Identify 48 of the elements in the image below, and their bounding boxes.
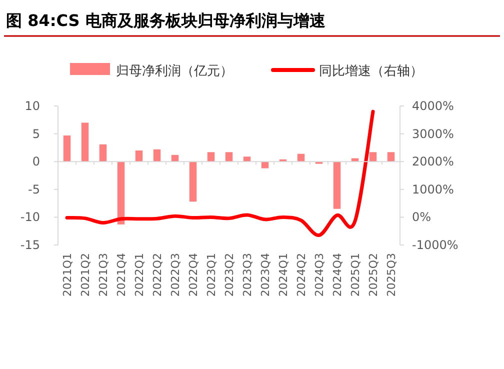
legend-label: 归母净利润（亿元） [116,64,233,79]
x-tick-label: 2023Q3 [241,253,254,297]
y2-tick-label: 0% [412,210,432,224]
x-tick-label: 2022Q3 [169,253,182,297]
x-tick-label: 2025Q3 [385,253,398,297]
x-tick-label: 2025Q1 [349,253,362,297]
x-tick-label: 2024Q1 [277,253,290,297]
y-tick-label: 10 [24,99,40,113]
bar [387,152,395,162]
bar [117,162,125,224]
x-tick-label: 2025Q2 [367,253,380,297]
y2-tick-label: 3000% [412,126,454,141]
bar [135,150,143,162]
y2-tick-label: 1000% [412,182,454,196]
x-tick-label: 2022Q2 [151,253,164,297]
x-tick-label: 2021Q1 [61,253,74,297]
x-tick-label: 2022Q4 [187,253,200,297]
y-tick-label: -10 [20,210,40,224]
x-tick-label: 2021Q2 [79,253,92,297]
y-tick-label: -5 [28,182,40,196]
x-tick-label: 2024Q4 [331,253,344,297]
y2-tick-label: -1000% [412,238,458,252]
bar [333,162,341,209]
x-tick-label: 2023Q2 [223,253,236,297]
x-tick-label: 2022Q1 [133,253,146,297]
chart-title: 图 84:CS 电商及服务板块归母净利润与增速 [6,11,326,30]
x-tick-label: 2021Q4 [115,253,128,297]
x-tick-label: 2021Q3 [97,253,110,297]
bar [261,162,269,168]
bar [153,149,161,162]
bar [369,152,377,162]
legend-label: 同比增速（右轴） [319,64,423,79]
y-tick-label: -15 [20,238,40,252]
line-series [65,110,375,238]
x-tick-label: 2023Q1 [205,253,218,297]
y2-tick-label: 4000% [412,99,454,113]
bar [207,152,215,162]
y2-tick-label: 2000% [412,154,454,169]
bar [225,152,233,162]
bar [189,162,197,202]
y-tick-label: 5 [32,126,40,141]
bar [63,135,71,162]
x-tick-label: 2024Q2 [295,253,308,297]
y-tick-label: 0 [32,154,40,169]
x-tick-label: 2023Q4 [259,253,272,297]
bar [99,144,107,162]
bar [81,122,89,162]
x-tick-label: 2024Q3 [313,253,326,297]
